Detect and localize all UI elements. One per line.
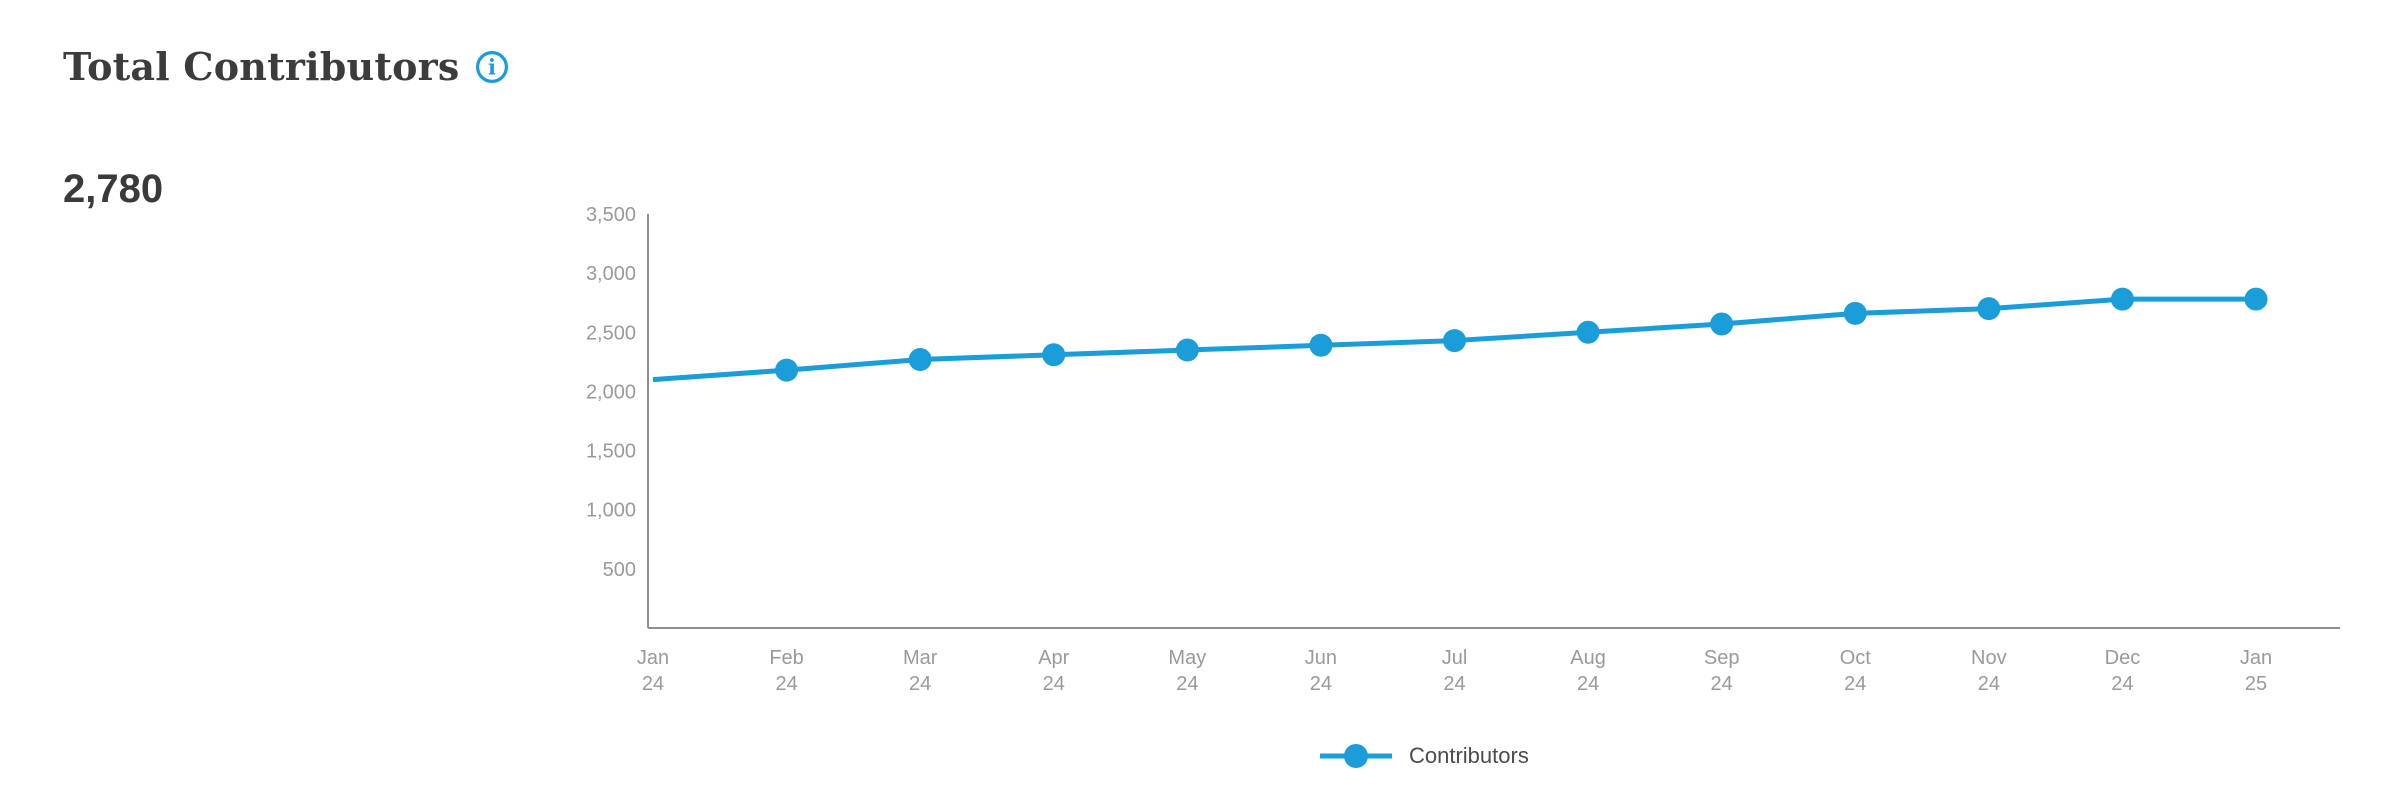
x-tick-label-year: 25 (2245, 673, 2267, 695)
x-tick-label-year: 24 (1844, 673, 1866, 695)
data-point[interactable] (1443, 329, 1466, 353)
data-point[interactable] (1843, 301, 1867, 325)
chart-legend: Contributors (1318, 742, 1529, 770)
info-icon[interactable]: i (475, 50, 509, 84)
card-header: Total Contributors i (63, 44, 509, 89)
x-tick-label-year: 24 (1310, 673, 1332, 695)
x-tick-label-month: Jun (1305, 647, 1337, 669)
info-icon-circle (476, 50, 509, 83)
x-tick-label-month: Apr (1038, 647, 1069, 669)
x-tick-label-month: Aug (1570, 647, 1606, 669)
y-tick-label: 1,500 (586, 441, 636, 463)
y-tick-label: 3,500 (586, 204, 636, 226)
x-tick-label-year: 24 (1577, 673, 1599, 695)
data-point[interactable] (2110, 287, 2134, 311)
y-tick-label: 2,000 (586, 381, 636, 403)
legend-line-marker-icon (1320, 744, 1392, 768)
data-point[interactable] (1576, 320, 1600, 344)
data-point[interactable] (1977, 297, 2001, 321)
y-tick-label: 2,500 (586, 322, 636, 344)
x-tick-label-year: 24 (909, 673, 931, 695)
kpi-total-contributors: 2,780 (63, 167, 164, 211)
x-tick-label-year: 24 (1043, 673, 1065, 695)
data-point[interactable] (1175, 338, 1199, 362)
x-tick-label-month: Mar (903, 647, 938, 669)
x-tick-label-month: Dec (2105, 647, 2141, 669)
data-point[interactable] (775, 358, 799, 382)
y-tick-label: 500 (603, 559, 636, 581)
x-tick-label-month: Nov (1971, 647, 2007, 669)
x-tick-label-year: 24 (1978, 673, 2000, 695)
y-tick-label: 3,000 (586, 263, 636, 285)
x-tick-label-year: 24 (775, 673, 797, 695)
legend-series-label: Contributors (1409, 743, 1529, 768)
x-tick-label-month: Oct (1840, 647, 1872, 669)
x-tick-label-month: May (1168, 647, 1206, 669)
data-point[interactable] (1042, 343, 1066, 367)
legend-marker-dot (1344, 744, 1368, 768)
x-tick-label-month: Jul (1442, 647, 1468, 669)
data-point[interactable] (2244, 287, 2268, 311)
info-icon-glyph: i (488, 54, 496, 79)
x-tick-label-year: 24 (642, 673, 664, 695)
data-point[interactable] (1710, 312, 1734, 336)
y-tick-label: 1,000 (586, 500, 636, 522)
x-tick-label-month: Feb (769, 647, 803, 669)
data-point[interactable] (908, 347, 932, 371)
page-title: Total Contributors (63, 44, 460, 89)
x-tick-label-month: Jan (637, 647, 669, 669)
data-point[interactable] (1309, 333, 1333, 357)
x-tick-label-year: 24 (1711, 673, 1733, 695)
x-tick-label-year: 24 (2111, 673, 2133, 695)
x-tick-label-month: Sep (1704, 647, 1740, 669)
x-tick-label-year: 24 (1443, 673, 1465, 695)
x-tick-label-year: 24 (1176, 673, 1198, 695)
x-tick-label-month: Jan (2240, 647, 2272, 669)
